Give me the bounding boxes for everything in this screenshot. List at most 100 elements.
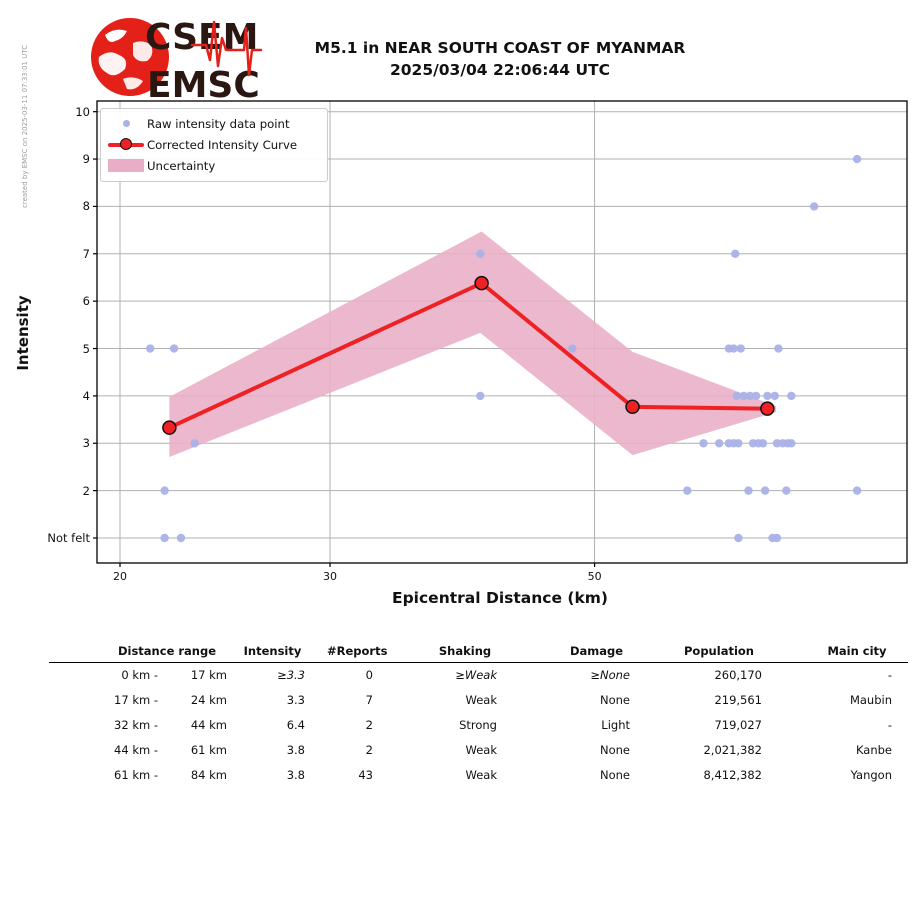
raw-intensity-point bbox=[714, 439, 724, 448]
raw-intensity-point bbox=[160, 533, 169, 543]
raw-intensity-point bbox=[760, 486, 770, 495]
event-datetime: 2025/03/04 22:06:44 UTC bbox=[389, 61, 611, 79]
curve-marker bbox=[760, 401, 775, 416]
raw-intensity-point bbox=[809, 202, 819, 211]
col-header-distance: Distance range bbox=[117, 644, 217, 658]
cell-city: - bbox=[887, 668, 892, 682]
raw-intensity-point bbox=[734, 439, 743, 448]
cell-range-to: 84 km bbox=[190, 768, 227, 782]
y-axis-label: Intensity bbox=[14, 295, 32, 371]
raw-intensity-point bbox=[699, 439, 708, 448]
y-tick-label: 5 bbox=[82, 341, 90, 356]
curve-icon bbox=[105, 138, 147, 151]
raw-intensity-point bbox=[160, 486, 169, 495]
raw-intensity-point bbox=[782, 486, 791, 495]
legend-item: Raw intensity data point bbox=[105, 113, 321, 134]
raw-intensity-point bbox=[744, 486, 753, 495]
cell-reports: 2 bbox=[365, 718, 373, 732]
cell-shaking: Weak bbox=[465, 743, 497, 757]
raw-intensity-point bbox=[190, 439, 199, 448]
raw-intensity-point bbox=[763, 391, 772, 401]
cell-city: Kanbe bbox=[855, 743, 892, 757]
cell-city: Maubin bbox=[849, 693, 892, 707]
col-header-damage: Damage bbox=[569, 644, 624, 658]
raw-intensity-point bbox=[731, 249, 740, 258]
intensity-chart bbox=[93, 100, 908, 567]
y-tick-label: Not felt bbox=[47, 531, 90, 545]
curve-marker bbox=[162, 420, 177, 435]
cell-range-from: 32 km - bbox=[114, 718, 158, 732]
table-row: 0 km - 17 km ≥3.3 0 ≥Weak ≥None 260,170 - bbox=[48, 663, 908, 688]
cell-damage: None bbox=[599, 743, 630, 757]
logo-emsc-text: EMSC bbox=[147, 65, 260, 106]
cell-range-from: 61 km - bbox=[114, 768, 158, 782]
globe-icon bbox=[91, 18, 169, 96]
cell-damage: None bbox=[599, 693, 630, 707]
y-tick-label: 9 bbox=[82, 152, 90, 167]
raw-intensity-point bbox=[758, 439, 768, 448]
raw-intensity-point bbox=[729, 344, 738, 353]
cell-range-from: 44 km - bbox=[114, 743, 158, 757]
cell-intensity: 3.3 bbox=[286, 693, 305, 707]
cell-damage: None bbox=[599, 768, 630, 782]
curve-marker bbox=[625, 399, 640, 415]
raw-intensity-point bbox=[145, 344, 155, 353]
cell-intensity: 3.8 bbox=[286, 768, 305, 782]
x-tick-label: 20 bbox=[113, 570, 127, 583]
raw-intensity-point bbox=[772, 533, 782, 543]
cell-city: - bbox=[887, 718, 892, 732]
raw-intensity-point bbox=[176, 533, 186, 543]
cell-shaking: Weak bbox=[465, 768, 497, 782]
legend-item: Corrected Intensity Curve bbox=[105, 134, 321, 155]
table-row: 17 km - 24 km 3.3 7 Weak None 219,561 Maubin bbox=[48, 688, 908, 713]
cell-population: 260,170 bbox=[714, 668, 762, 682]
raw-intensity-point bbox=[476, 391, 485, 401]
cell-range-from: 0 km - bbox=[121, 668, 158, 682]
raw-intensity-point bbox=[568, 344, 577, 353]
emsc-logo: CSEM EMSC bbox=[91, 17, 263, 106]
raw-intensity-point bbox=[683, 486, 692, 495]
col-header-city: Main city bbox=[827, 644, 887, 658]
x-tick-label: 30 bbox=[323, 570, 337, 583]
cell-damage: ≥None bbox=[590, 668, 630, 682]
raw-intensity-point bbox=[751, 391, 761, 401]
cell-shaking: Strong bbox=[459, 718, 497, 732]
seismogram-icon bbox=[190, 20, 263, 77]
cell-population: 719,027 bbox=[714, 718, 762, 732]
uncertainty-band bbox=[169, 231, 777, 458]
raw-intensity-point bbox=[732, 391, 742, 401]
table-row: 61 km - 84 km 3.8 43 Weak None 8,412,382 Yangon bbox=[48, 763, 908, 788]
corrected-intensity-curve bbox=[167, 280, 770, 430]
raw-intensity-point bbox=[787, 391, 796, 401]
impact-table: Distance range Intensity #Reports Shakin… bbox=[48, 640, 908, 788]
table-row: 32 km - 44 km 6.4 2 Strong Light 719,027 - bbox=[48, 713, 908, 738]
cell-range-to: 44 km bbox=[190, 718, 227, 732]
col-header-intensity: Intensity bbox=[243, 644, 302, 658]
event-title: M5.1 in NEAR SOUTH COAST OF MYANMAR bbox=[314, 39, 686, 57]
cell-intensity: 6.4 bbox=[286, 718, 305, 732]
y-tick-label: 10 bbox=[75, 104, 90, 119]
cell-range-to: 24 km bbox=[190, 693, 227, 707]
y-tick-label: 4 bbox=[82, 388, 90, 403]
y-tick-label: 8 bbox=[82, 199, 90, 214]
col-header-population: Population bbox=[684, 644, 754, 658]
cell-city: Yangon bbox=[850, 768, 892, 782]
raw-intensity-point bbox=[774, 344, 783, 353]
raw-intensity-point bbox=[852, 486, 862, 495]
y-tick-label: 3 bbox=[82, 436, 90, 451]
table-header-row: Distance range Intensity #Reports Shakin… bbox=[48, 640, 908, 662]
legend-label: Raw intensity data point bbox=[147, 116, 290, 131]
raw-intensity-point bbox=[734, 533, 743, 543]
cell-damage: Light bbox=[601, 718, 630, 732]
cell-population: 2,021,382 bbox=[703, 743, 762, 757]
cell-reports: 2 bbox=[365, 743, 373, 757]
raw-intensity-point bbox=[736, 344, 745, 353]
raw-intensity-point bbox=[476, 249, 485, 258]
raw-intensity-point bbox=[745, 391, 755, 401]
chart-legend: Raw intensity data point Corrected Intens… bbox=[100, 108, 328, 182]
legend-label: Uncertainty bbox=[147, 158, 216, 173]
y-tick-label: 6 bbox=[82, 294, 90, 309]
cell-range-to: 61 km bbox=[190, 743, 227, 757]
cell-reports: 0 bbox=[365, 668, 373, 682]
raw-intensity-point bbox=[852, 154, 862, 164]
